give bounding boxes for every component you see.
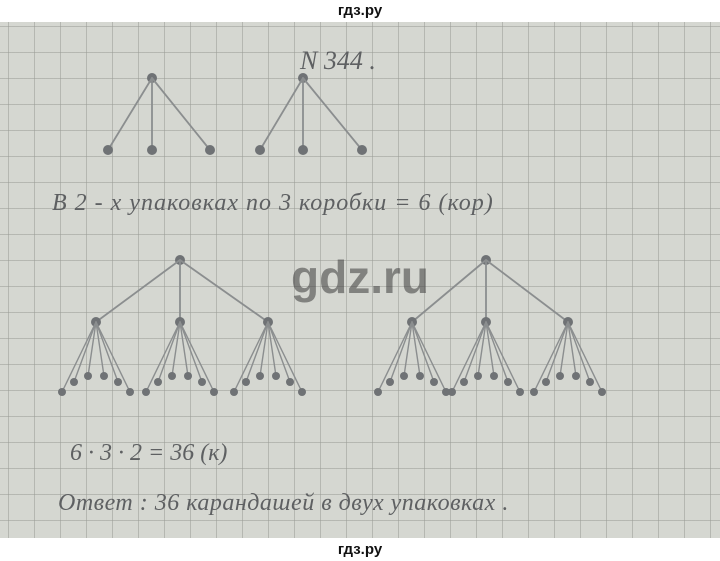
answer-line: Ответ : 36 карандашей в двух упаковках .: [58, 490, 509, 517]
site-header: гдз.ру: [0, 0, 720, 22]
problem-number: N 344 .: [300, 46, 376, 76]
text-line-1: В 2 - х упаковках по 3 коробки = 6 (кор): [52, 190, 494, 217]
equation: 6 · 3 · 2 = 36 (к): [70, 440, 227, 467]
site-footer: гдз.ру: [0, 538, 720, 561]
